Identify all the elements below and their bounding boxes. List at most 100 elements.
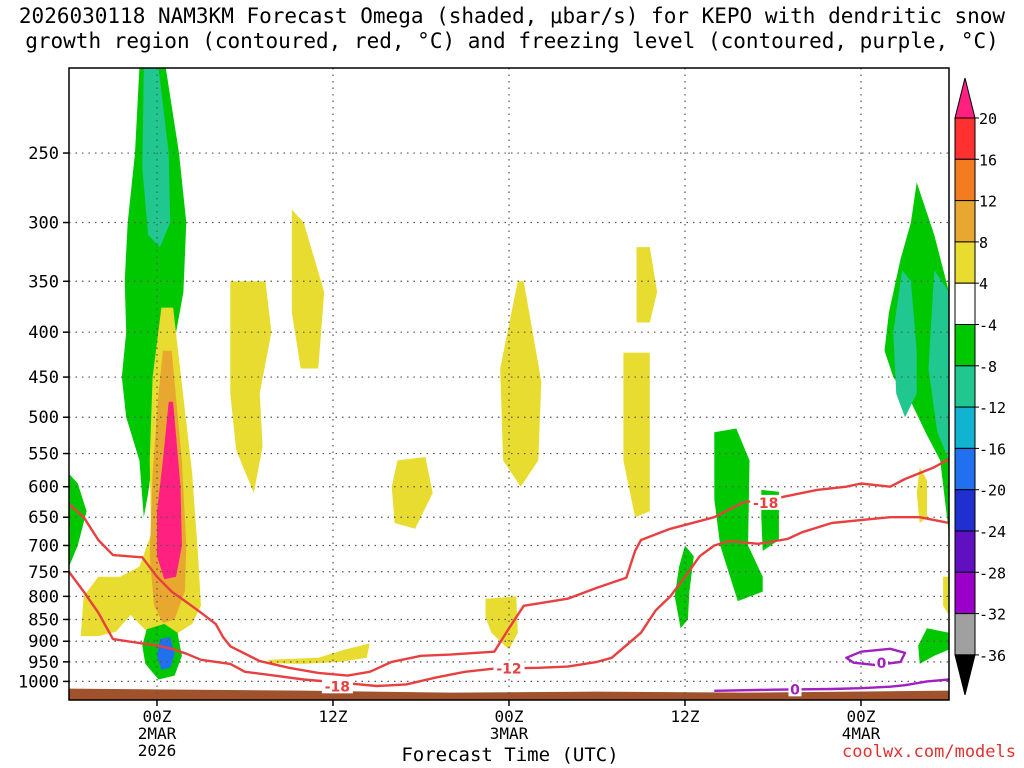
colorbar-swatch [954,447,976,491]
dgz-contour-upper [69,458,949,677]
colorbar-swatch [954,530,976,573]
colorbar-label: -28 [979,564,1006,582]
contour-label-bg [321,678,353,694]
x-tick-label: 00Z [143,707,172,726]
y-tick-label: 550 [28,445,59,465]
colorbar-swatch [954,117,976,160]
colorbar-label: 20 [979,110,997,128]
colorbar-max-arrow [954,77,976,119]
colorbar-swatch [954,200,976,243]
x-tick-label: 3MAR [490,724,529,743]
omega-yellow-low-b [485,596,518,650]
omega-shading-layer [69,68,949,680]
contour-label-bg [788,681,802,697]
contour-label-bg [750,494,782,510]
colorbar-label: -32 [979,606,1006,624]
dgz-contour-lower [69,516,949,688]
contour-label: 0 [790,682,800,698]
y-tick-label: 750 [28,563,59,583]
chart-title-line2: growth region (contoured, red, °C) and f… [25,29,999,53]
colorbar: 20 16 12 8 4 -4 -8 -12 -16 -20 -24 -28 -32 -36 [954,77,1006,696]
x-tick-label: 00Z [495,707,524,726]
omega-green-tower [121,68,187,518]
omega-teal-tower [142,68,171,248]
y-axis: 2503003504004505005506006507007508008509… [18,144,69,692]
omega-yellow-col-e [636,247,658,323]
contour-label-bg [875,655,889,671]
colorbar-swatch [954,241,976,284]
omega-yellow-far-right-b [943,576,949,615]
contour-label-bg [493,660,525,676]
y-tick-label: 600 [28,478,59,498]
colorbar-label: -12 [979,399,1006,417]
ground-surface [69,688,949,700]
chart-title: 2026030118 NAM3KM Forecast Omega (shaded… [0,4,1024,54]
grid-layer [69,68,949,700]
colorbar-swatch [954,489,976,532]
colorbar-swatch [954,613,976,656]
y-tick-label: 450 [28,368,59,388]
omega-yellow-low-a [268,643,370,664]
colorbar-label: 8 [979,234,988,252]
colorbar-label: -8 [979,358,997,376]
omega-yellow-mid-a [391,457,433,529]
omega-yellow-col-b [291,209,325,369]
y-tick-label: 850 [28,610,59,630]
x-tick-label: 2MAR [138,724,177,743]
colorbar-label: -16 [979,440,1006,458]
colorbar-swatch [954,282,976,326]
x-tick-label: 4MAR [842,724,881,743]
y-tick-label: 800 [28,587,59,607]
colorbar-swatch [954,365,976,408]
omega-green-far-right [884,182,949,535]
colorbar-swatch [954,571,976,615]
colorbar-swatch [954,324,976,367]
omega-yellow-col-d [623,352,650,518]
x-tick-label: 12Z [319,707,348,726]
colorbar-label: 4 [979,275,988,293]
omega-yellow-col-a [230,281,272,493]
freezing-contour-upper [845,647,907,667]
colorbar-swatch [954,158,976,202]
omega-teal-far-right [893,270,917,418]
credit-text: coolwx.com/models [842,742,1016,762]
contour-label: -12 [496,662,521,678]
chart-title-line1: 2026030118 NAM3KM Forecast Omega (shaded… [18,4,1006,28]
omega-teal-far-right-b [928,270,949,461]
x-tick-label: 2026 [138,741,177,760]
y-tick-label: 300 [28,214,59,234]
y-tick-label: 900 [28,632,59,652]
x-tick-label: 12Z [671,707,700,726]
y-tick-label: 350 [28,272,59,292]
y-tick-label: 500 [28,408,59,428]
omega-magenta-core [157,401,182,580]
ground-layer [69,688,949,700]
omega-green-right-b [674,545,694,629]
colorbar-label: -4 [979,317,997,335]
omega-yellow-far-right-a [916,467,927,523]
colorbar-label: 16 [979,151,997,169]
colorbar-label: 12 [979,193,997,211]
colorbar-min-arrow [954,654,976,696]
x-axis-title: Forecast Time (UTC) [401,744,619,766]
y-tick-label: 950 [28,653,59,673]
contour-label-layer: -18 -12 -18 0 0 [321,494,889,698]
omega-green-far-right-low [918,628,949,664]
y-tick-label: 650 [28,508,59,528]
omega-green-right-a [714,428,763,602]
omega-green-left [69,473,87,567]
colorbar-label: -36 [979,647,1006,665]
x-tick-label: 00Z [847,707,876,726]
colorbar-label: -24 [979,523,1006,541]
contour-label: -18 [325,679,350,695]
contour-label: -18 [753,496,778,512]
y-tick-label: 700 [28,536,59,556]
contour-label: 0 [877,656,887,672]
contour-layer [69,458,949,692]
omega-yellow-col-c [500,281,542,487]
y-tick-label: 250 [28,144,59,164]
freezing-contour-lower [714,678,949,692]
y-tick-label: 1000 [18,672,59,692]
